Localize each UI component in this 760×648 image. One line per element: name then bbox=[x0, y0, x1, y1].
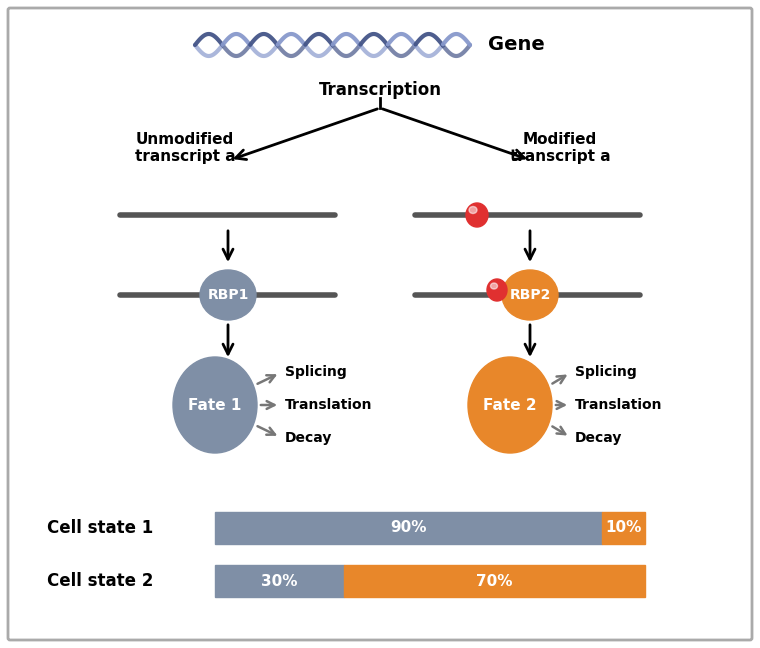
Text: 30%: 30% bbox=[261, 573, 298, 588]
Ellipse shape bbox=[200, 270, 256, 320]
Text: Unmodified
transcript a: Unmodified transcript a bbox=[135, 132, 236, 164]
Ellipse shape bbox=[469, 207, 477, 213]
Text: Translation: Translation bbox=[285, 398, 372, 412]
Text: RBP2: RBP2 bbox=[509, 288, 551, 302]
Text: Fate 1: Fate 1 bbox=[188, 397, 242, 413]
Ellipse shape bbox=[466, 203, 488, 227]
Ellipse shape bbox=[487, 279, 507, 301]
Text: RBP1: RBP1 bbox=[207, 288, 249, 302]
Bar bbox=[215, 512, 602, 544]
Text: Decay: Decay bbox=[285, 431, 332, 445]
Text: Splicing: Splicing bbox=[285, 365, 347, 379]
Text: 70%: 70% bbox=[477, 573, 513, 588]
Text: 10%: 10% bbox=[605, 520, 641, 535]
Text: Transcription: Transcription bbox=[318, 81, 442, 99]
Text: Modified
transcript a: Modified transcript a bbox=[510, 132, 610, 164]
Ellipse shape bbox=[490, 283, 498, 289]
Text: Cell state 1: Cell state 1 bbox=[47, 519, 153, 537]
Text: Splicing: Splicing bbox=[575, 365, 637, 379]
Bar bbox=[344, 565, 645, 597]
Text: Gene: Gene bbox=[488, 36, 545, 54]
Bar bbox=[215, 565, 344, 597]
Text: Decay: Decay bbox=[575, 431, 622, 445]
Text: 90%: 90% bbox=[390, 520, 427, 535]
Ellipse shape bbox=[502, 270, 558, 320]
Text: Translation: Translation bbox=[575, 398, 663, 412]
Ellipse shape bbox=[468, 357, 552, 453]
FancyBboxPatch shape bbox=[8, 8, 752, 640]
Text: Fate 2: Fate 2 bbox=[483, 397, 537, 413]
Text: Cell state 2: Cell state 2 bbox=[47, 572, 154, 590]
Ellipse shape bbox=[173, 357, 257, 453]
Bar bbox=[602, 512, 645, 544]
